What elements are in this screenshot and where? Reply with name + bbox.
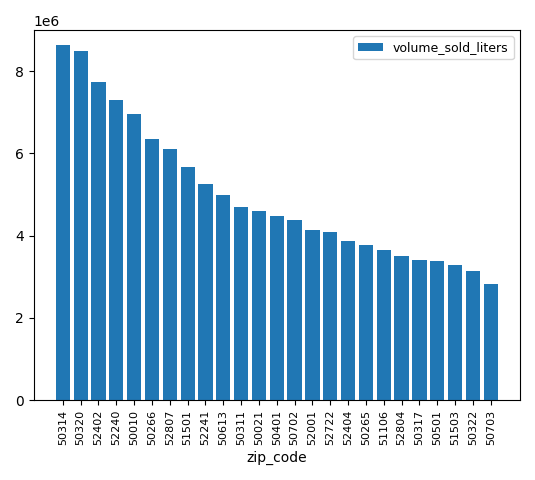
Bar [145,139,159,400]
Bar [412,260,426,400]
Bar [270,216,284,400]
Bar [56,45,70,400]
X-axis label: zip_code: zip_code [247,451,307,465]
Bar [305,229,319,400]
Bar [394,256,409,400]
Bar [216,194,231,400]
Bar [91,82,105,400]
Bar [287,220,302,400]
Bar [466,271,480,400]
Bar [109,100,124,400]
Bar [198,184,212,400]
Bar [234,207,248,400]
Bar [377,250,391,400]
Bar [448,265,462,400]
Bar [430,261,445,400]
Bar [73,51,88,400]
Bar [341,240,355,400]
Legend: volume_sold_liters: volume_sold_liters [353,36,514,60]
Bar [252,211,266,400]
Bar [180,167,195,400]
Bar [163,149,177,400]
Bar [359,245,373,400]
Bar [127,114,141,400]
Bar [484,284,498,400]
Bar [323,232,338,400]
